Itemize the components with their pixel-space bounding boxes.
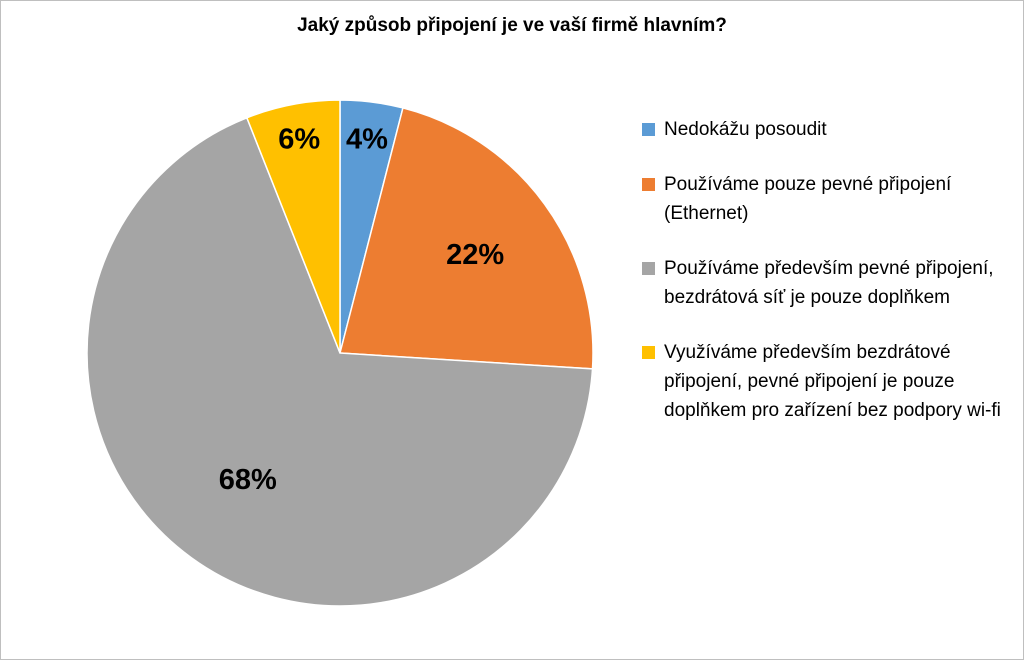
legend-label: Nedokážu posoudit bbox=[664, 119, 827, 140]
legend-label: Používáme především pevné připojení, bez… bbox=[664, 258, 994, 308]
slice-data-label: 68% bbox=[219, 464, 277, 496]
legend-item: Používáme pouze pevné připojení (Etherne… bbox=[642, 170, 1012, 228]
legend-label: Využíváme především bezdrátové připojení… bbox=[664, 342, 1001, 421]
legend-swatch bbox=[642, 123, 655, 136]
slice-data-label: 6% bbox=[278, 123, 320, 155]
slice-data-label: 22% bbox=[446, 239, 504, 271]
legend-swatch bbox=[642, 346, 655, 359]
legend: Nedokážu posoudit Používáme pouze pevné … bbox=[642, 115, 1012, 451]
legend-item: Nedokážu posoudit bbox=[642, 115, 1012, 144]
legend-item: Využíváme především bezdrátové připojení… bbox=[642, 338, 1012, 425]
pie-slice bbox=[245, 99, 341, 354]
pie-slice bbox=[339, 107, 594, 370]
chart-title: Jaký způsob připojení je ve vaší firmě h… bbox=[297, 15, 727, 36]
legend-swatch bbox=[642, 262, 655, 275]
pie-slice bbox=[86, 116, 594, 607]
legend-swatch bbox=[642, 178, 655, 191]
slice-data-label: 4% bbox=[346, 124, 388, 156]
legend-item: Používáme především pevné připojení, bez… bbox=[642, 254, 1012, 312]
legend-label: Používáme pouze pevné připojení (Etherne… bbox=[664, 174, 952, 224]
